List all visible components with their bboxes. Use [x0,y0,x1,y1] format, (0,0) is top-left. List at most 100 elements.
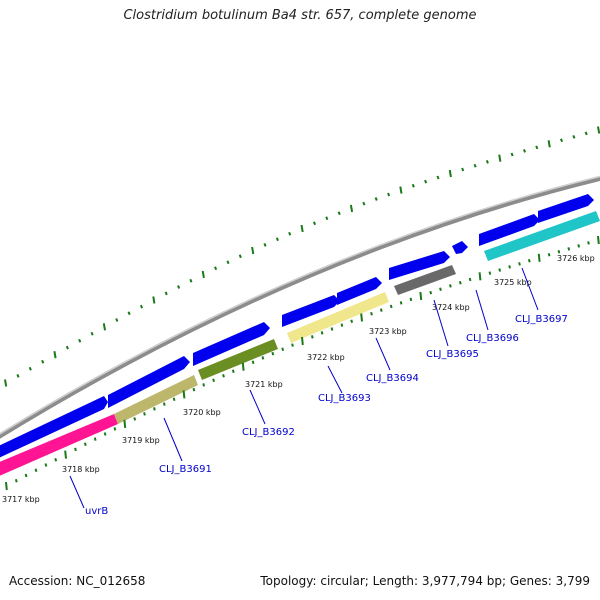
scale-tick-mark [231,369,235,373]
cds-feature[interactable] [389,251,450,280]
gc-skew-mark [362,201,366,206]
cds-feature[interactable] [282,295,340,327]
scale-tick-mark [182,390,186,399]
gc-skew-mark [65,345,69,350]
gc-skew-mark [115,318,119,322]
scale-tick-mark [597,235,600,245]
scale-tick-mark [24,473,28,478]
scale-tick-label: 3718 kbp [62,465,100,474]
genome-backbone [0,175,600,439]
gc-skew-mark [522,149,527,153]
cds-feature[interactable] [108,356,190,408]
scale-tick-mark [468,277,472,282]
gc-skew-mark [547,140,551,148]
scale-tick-mark [370,312,373,316]
scale-tick-mark [320,331,324,335]
scale-tick-mark [310,335,314,339]
scale-tick-label: 3720 kbp [183,408,221,417]
scale-tick-mark [143,412,146,416]
gc-skew-mark [53,351,57,359]
gc-skew-mark [312,221,317,226]
gc-skew-mark [485,160,489,164]
genome-backbone-highlight [0,175,600,435]
gc-skew-mark [498,154,502,162]
gc-skew-mark [387,192,391,197]
gc-skew-mark [139,304,144,309]
gc-skew-mark [238,254,242,259]
scale-tick-mark [222,373,225,378]
scale-tick-label: 3721 kbp [245,380,283,389]
accession-label: Accession: NC_012658 [9,574,146,588]
scale-tick-mark [547,253,551,257]
scale-tick-mark [123,419,127,428]
scale-tick-mark [360,313,363,322]
gc-skew-mark [4,379,8,387]
scale-tick-label: 3726 kbp [557,254,595,263]
gene-label-CLJ_B3695[interactable]: CLJ_B3695 [426,349,479,360]
gc-skew-mark [424,179,428,184]
gc-skew-mark [535,145,539,150]
gc-skew-mark [473,163,477,168]
gc-skew-track [4,126,600,387]
scale-tick-mark [527,259,531,263]
cds-feature[interactable] [452,241,468,254]
scale-ticks [5,235,600,491]
scale-tick-mark [74,447,77,452]
scale-tick-mark [83,442,87,447]
gc-skew-mark [16,374,20,378]
scale-tick-mark [449,284,452,288]
gc-skew-mark [572,135,576,139]
scale-tick-mark [192,387,196,392]
map-title: Clostridium botulinum Ba4 str. 657, comp… [123,8,477,23]
gene-CLJ_B3697[interactable] [484,211,600,261]
gc-skew-mark [78,338,82,343]
cds-feature[interactable] [538,194,594,223]
cds-feature[interactable] [479,214,540,246]
gene-CLJ_B3692[interactable] [198,339,278,380]
gc-skew-mark [288,231,292,236]
gene-label-CLJ_B3694[interactable]: CLJ_B3694 [366,373,419,384]
scale-tick-mark [261,356,265,360]
scale-tick-label: 3722 kbp [307,353,345,362]
gc-skew-mark [337,211,341,216]
gc-skew-mark [275,237,279,242]
gene-CLJ_B3693[interactable] [287,292,389,343]
scale-tick-mark [291,343,294,347]
scale-tick-mark [212,378,215,383]
scale-tick-mark [577,244,581,248]
gc-skew-mark [226,260,230,265]
scale-tick-mark [5,481,8,491]
gene-CLJ_B3691[interactable] [114,375,198,424]
scale-tick-mark [439,287,442,292]
gc-skew-mark [584,131,588,136]
cds-feature[interactable] [193,322,270,366]
scale-tick-mark [251,360,255,364]
gc-skew-mark [90,331,94,336]
scale-tick-mark [488,271,492,275]
cds-feature[interactable] [337,277,382,305]
scale-tick-mark [133,417,137,421]
gc-skew-mark [349,204,354,213]
gc-skew-mark [374,197,378,201]
gene-label-uvrB[interactable]: uvrB [85,506,108,517]
scale-tick-mark [518,262,521,266]
gene-label-CLJ_B3691[interactable]: CLJ_B3691 [159,464,212,475]
gene-label-CLJ_B3693[interactable]: CLJ_B3693 [318,393,371,404]
gc-skew-mark [559,138,564,143]
scale-tick-mark [537,253,541,262]
gene-label-CLJ_B3697[interactable]: CLJ_B3697 [515,314,568,325]
scale-tick-mark [301,336,304,346]
gc-skew-mark [102,323,106,331]
gc-skew-mark [189,278,193,283]
gene-CLJ_B3695[interactable] [394,265,456,295]
gene-label-CLJ_B3692[interactable]: CLJ_B3692 [242,427,295,438]
gene-leader-lines [69,267,539,509]
gene-uvrB[interactable] [0,414,118,480]
scale-tick-mark [419,291,423,301]
cds-feature[interactable] [0,396,108,462]
gc-skew-mark [399,186,403,194]
gene-label-CLJ_B3696[interactable]: CLJ_B3696 [466,333,519,344]
scale-tick-mark [54,458,58,462]
gc-skew-mark [448,169,452,178]
